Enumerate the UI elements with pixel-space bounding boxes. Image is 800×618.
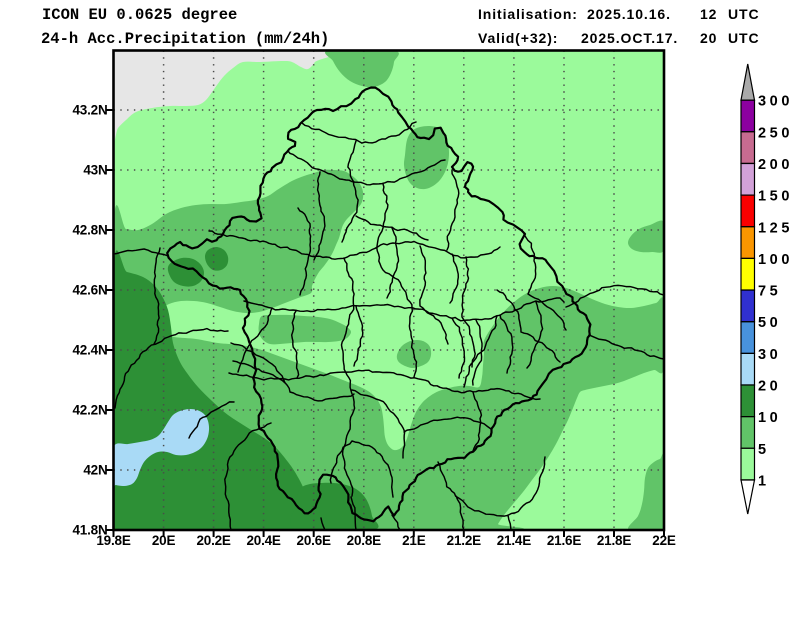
svg-text:200: 200 xyxy=(758,157,793,173)
svg-text:42N: 42N xyxy=(83,463,107,478)
svg-text:ICON EU 0.0625 degree: ICON EU 0.0625 degree xyxy=(42,6,237,24)
svg-text:20: 20 xyxy=(758,379,781,395)
svg-text:21.6E: 21.6E xyxy=(547,533,581,548)
svg-text:43N: 43N xyxy=(83,163,107,178)
svg-text:42.8N: 42.8N xyxy=(72,223,107,238)
svg-text:5: 5 xyxy=(758,442,770,458)
svg-text:42.6N: 42.6N xyxy=(72,283,107,298)
svg-text:21.8E: 21.8E xyxy=(597,533,631,548)
svg-text:21.4E: 21.4E xyxy=(497,533,531,548)
svg-text:30: 30 xyxy=(758,347,781,363)
svg-text:20.8E: 20.8E xyxy=(347,533,381,548)
svg-text:22E: 22E xyxy=(652,533,676,548)
svg-text:20.2E: 20.2E xyxy=(196,533,230,548)
svg-text:300: 300 xyxy=(758,94,793,110)
svg-text:20E: 20E xyxy=(152,533,176,548)
svg-text:19.8E: 19.8E xyxy=(96,533,130,548)
svg-text:21E: 21E xyxy=(402,533,426,548)
svg-text:10: 10 xyxy=(758,410,781,426)
svg-text:41.8N: 41.8N xyxy=(72,523,107,538)
svg-text:75: 75 xyxy=(758,284,781,300)
svg-text:150: 150 xyxy=(758,189,793,205)
svg-text:125: 125 xyxy=(758,220,793,236)
svg-text:1: 1 xyxy=(758,474,770,490)
svg-text:42.2N: 42.2N xyxy=(72,403,107,418)
svg-text:20.4E: 20.4E xyxy=(246,533,280,548)
svg-text:20.6E: 20.6E xyxy=(297,533,331,548)
svg-text:24-h Acc.Precipitation (mm/24h: 24-h Acc.Precipitation (mm/24h) xyxy=(41,30,329,48)
svg-text:21.2E: 21.2E xyxy=(447,533,481,548)
svg-text:250: 250 xyxy=(758,125,793,141)
svg-text:43.2N: 43.2N xyxy=(72,103,107,118)
svg-text:42.4N: 42.4N xyxy=(72,343,107,358)
svg-text:100: 100 xyxy=(758,252,793,268)
svg-text:50: 50 xyxy=(758,315,781,331)
